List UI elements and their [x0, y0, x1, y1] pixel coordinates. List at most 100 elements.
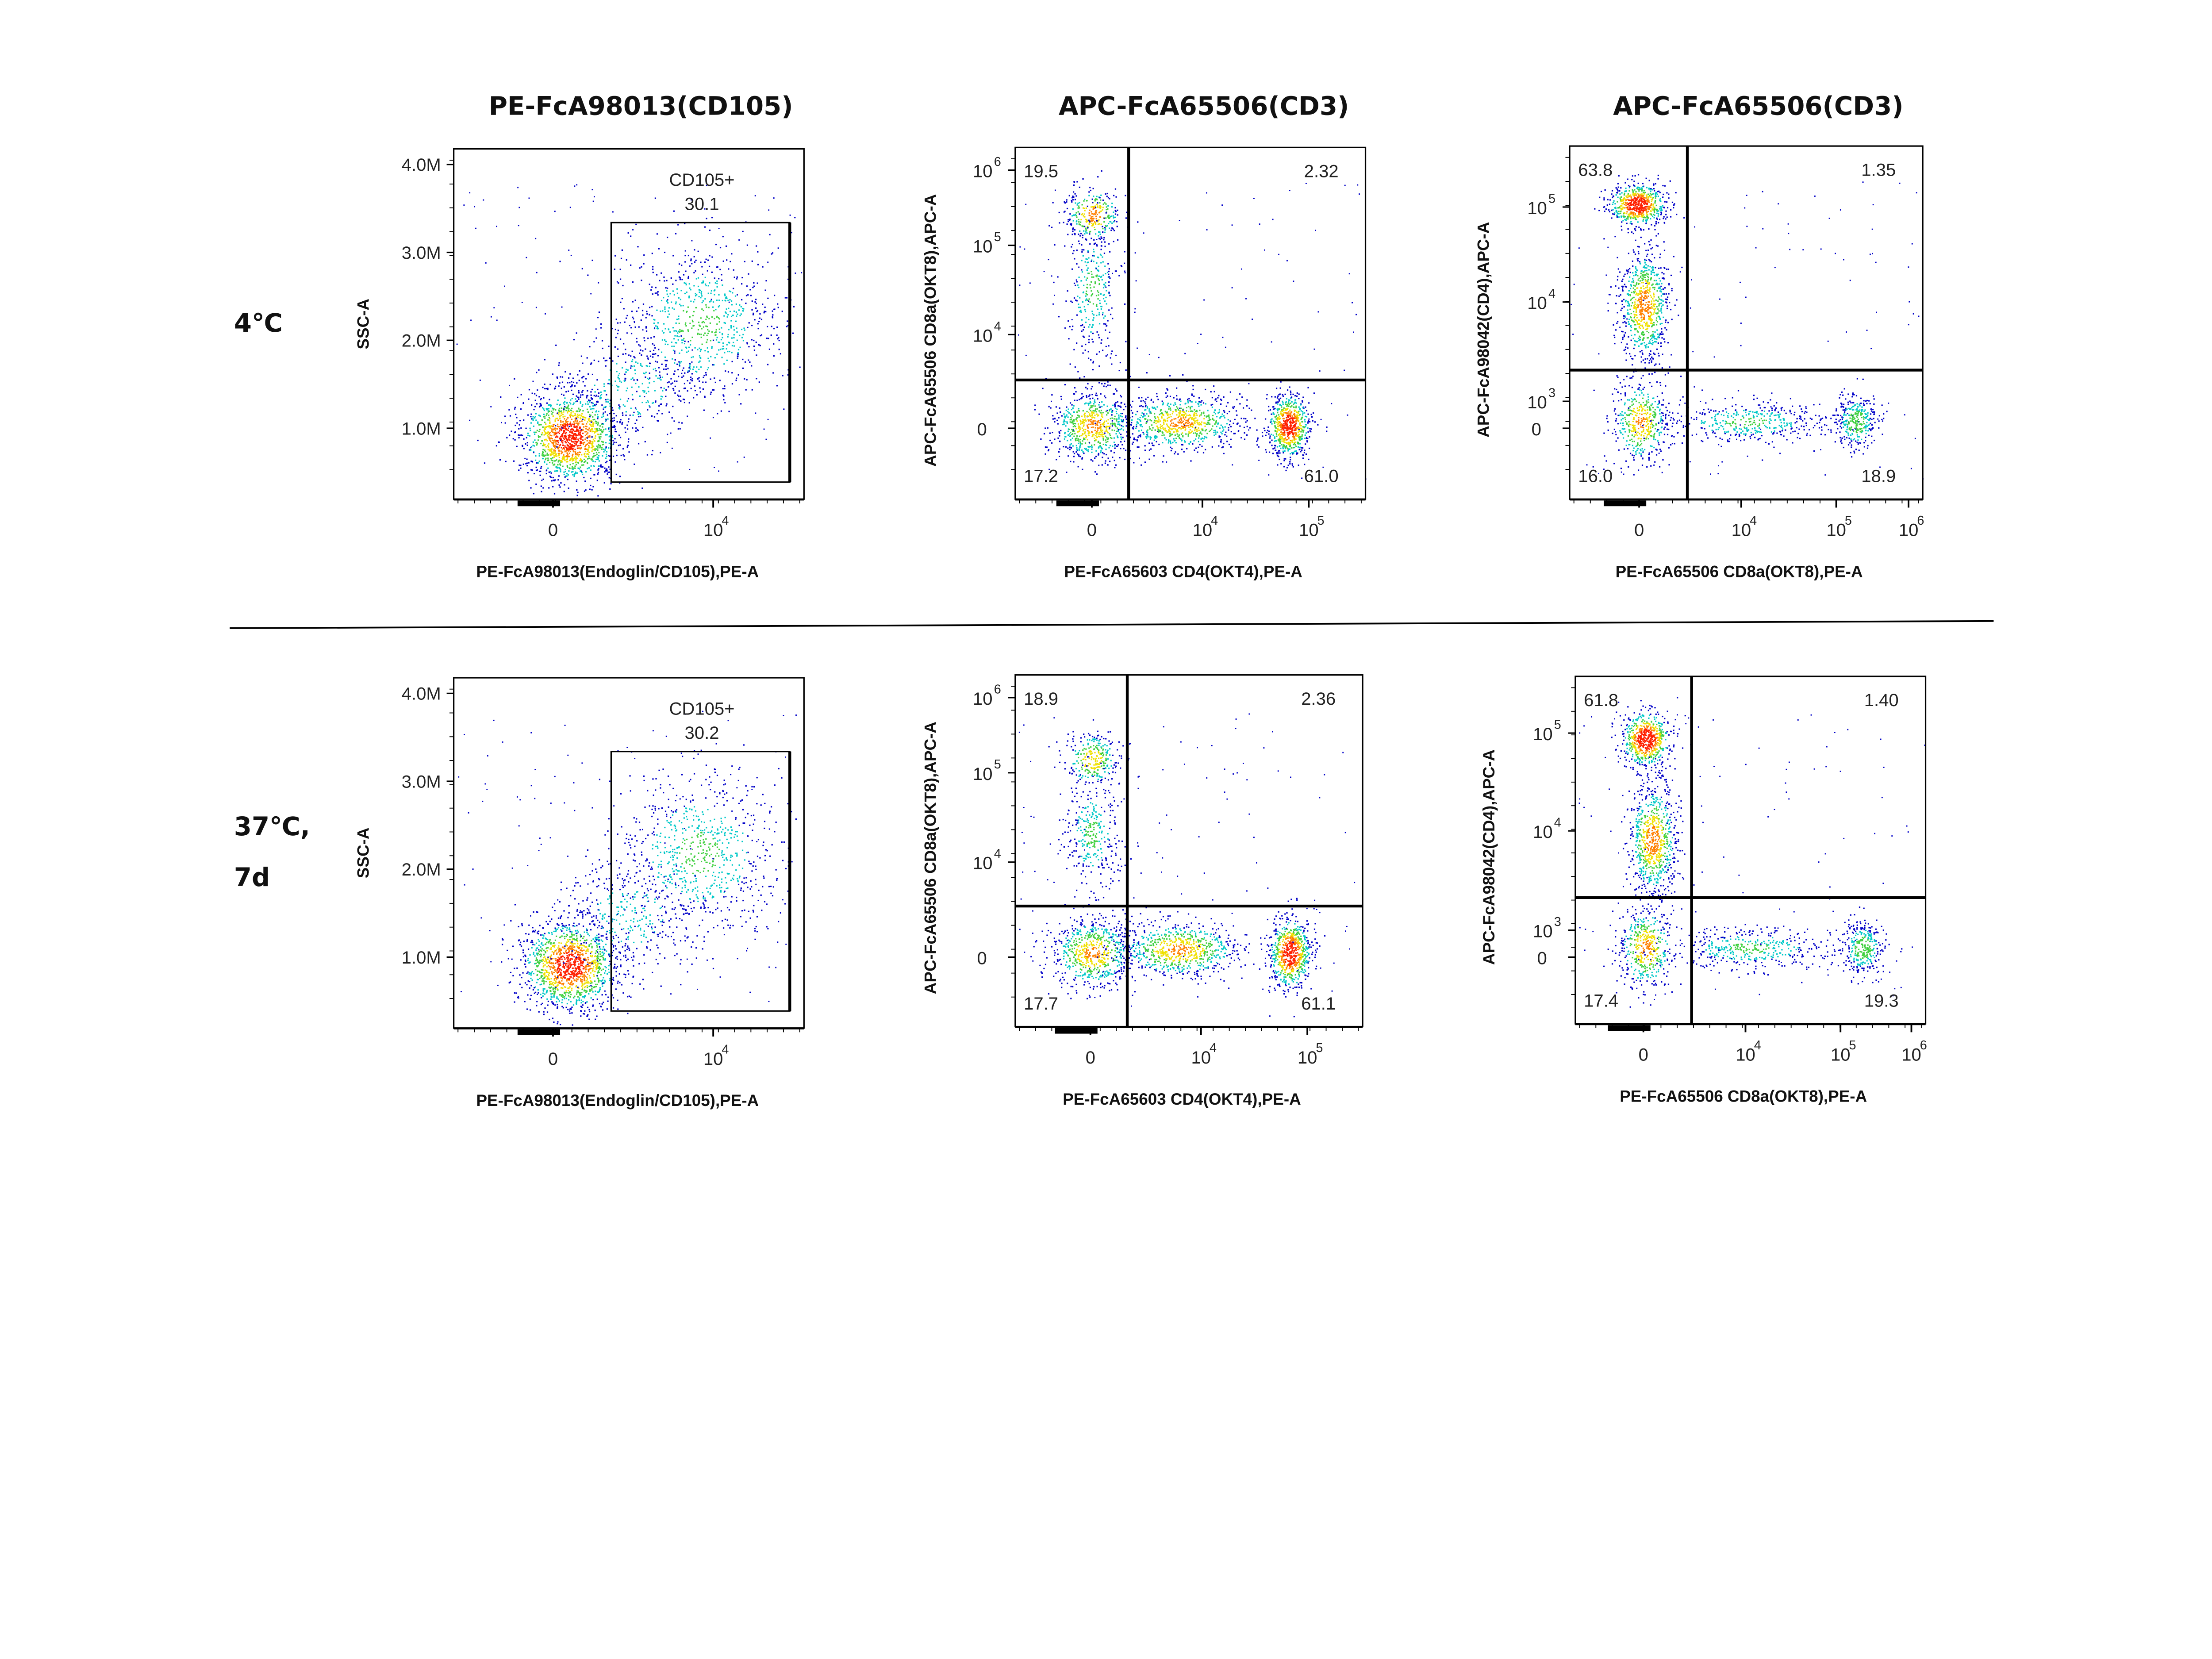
event-point: [542, 426, 544, 428]
event-point: [1094, 417, 1095, 419]
event-point: [557, 377, 558, 379]
event-point: [1114, 445, 1115, 446]
event-point: [736, 303, 737, 305]
event-point: [1188, 419, 1189, 420]
event-point: [563, 448, 565, 449]
event-point: [768, 209, 769, 211]
event-point: [491, 316, 492, 318]
event-point: [527, 445, 528, 446]
event-point: [1093, 249, 1094, 250]
event-point: [765, 439, 767, 440]
event-point: [1077, 415, 1079, 416]
event-point: [736, 327, 737, 329]
event-point: [1071, 329, 1072, 330]
event-point: [1149, 436, 1151, 438]
event-point: [548, 426, 549, 427]
event-point: [607, 472, 609, 473]
event-point: [1091, 415, 1093, 416]
event-point: [1138, 446, 1139, 448]
event-point: [1146, 372, 1148, 373]
event-point: [569, 443, 570, 444]
event-point: [716, 339, 717, 341]
event-point: [772, 372, 774, 373]
event-point: [1081, 449, 1083, 451]
event-point: [1149, 426, 1150, 427]
event-point: [651, 315, 653, 316]
event-point: [718, 470, 719, 472]
event-point: [1051, 442, 1052, 444]
event-point: [1085, 349, 1086, 351]
event-point: [1199, 444, 1201, 445]
event-point: [655, 370, 657, 371]
event-point: [1170, 396, 1171, 397]
event-point: [1219, 417, 1221, 419]
event-point: [1209, 424, 1210, 425]
event-point: [673, 389, 674, 391]
event-point: [1149, 449, 1150, 451]
event-point: [673, 338, 675, 339]
event-point: [555, 421, 556, 422]
event-point: [642, 383, 643, 384]
event-point: [1100, 430, 1102, 431]
event-point: [569, 382, 570, 383]
event-point: [593, 341, 595, 342]
event-point: [651, 454, 653, 455]
event-point: [612, 437, 613, 438]
event-point: [533, 426, 534, 427]
event-point: [545, 446, 547, 447]
event-point: [1197, 419, 1198, 421]
event-point: [691, 337, 693, 338]
event-point: [579, 380, 580, 381]
event-point: [1073, 393, 1075, 395]
event-point: [585, 428, 587, 429]
event-point: [1102, 231, 1103, 233]
event-point: [1075, 285, 1076, 286]
event-point: [1292, 394, 1294, 395]
event-point: [599, 436, 600, 438]
event-point: [1198, 437, 1199, 438]
event-point: [772, 316, 773, 318]
event-point: [1193, 419, 1194, 420]
event-point: [573, 426, 575, 427]
event-point: [595, 337, 597, 338]
event-point: [664, 339, 665, 341]
event-point: [1173, 438, 1175, 439]
event-point: [634, 321, 635, 322]
event-point: [721, 357, 722, 358]
event-point: [582, 436, 583, 438]
event-point: [701, 349, 702, 350]
event-point: [608, 428, 609, 430]
event-point: [1114, 452, 1115, 453]
event-point: [1186, 410, 1187, 411]
event-point: [1110, 445, 1111, 446]
event-point: [1212, 446, 1213, 448]
event-point: [714, 377, 715, 379]
event-point: [646, 356, 648, 357]
event-point: [786, 326, 787, 327]
event-point: [585, 489, 586, 491]
event-point: [518, 437, 519, 438]
event-point: [653, 323, 655, 324]
event-point: [628, 232, 629, 234]
event-point: [1115, 207, 1116, 208]
event-point: [1191, 426, 1193, 427]
event-point: [1048, 450, 1049, 451]
event-point: [1108, 419, 1109, 420]
event-point: [1229, 411, 1230, 412]
event-point: [577, 415, 578, 417]
event-point: [635, 326, 636, 328]
event-point: [1084, 416, 1085, 418]
event-point: [617, 281, 618, 283]
event-point: [638, 443, 639, 444]
event-point: [620, 437, 621, 438]
event-point: [1091, 274, 1092, 275]
event-point: [1125, 341, 1126, 342]
event-point: [567, 444, 568, 445]
event-point: [1088, 257, 1089, 258]
event-point: [1102, 200, 1104, 201]
event-point: [755, 412, 756, 414]
event-point: [1207, 410, 1209, 411]
event-point: [569, 373, 571, 375]
event-point: [1079, 436, 1080, 437]
event-point: [644, 396, 645, 397]
